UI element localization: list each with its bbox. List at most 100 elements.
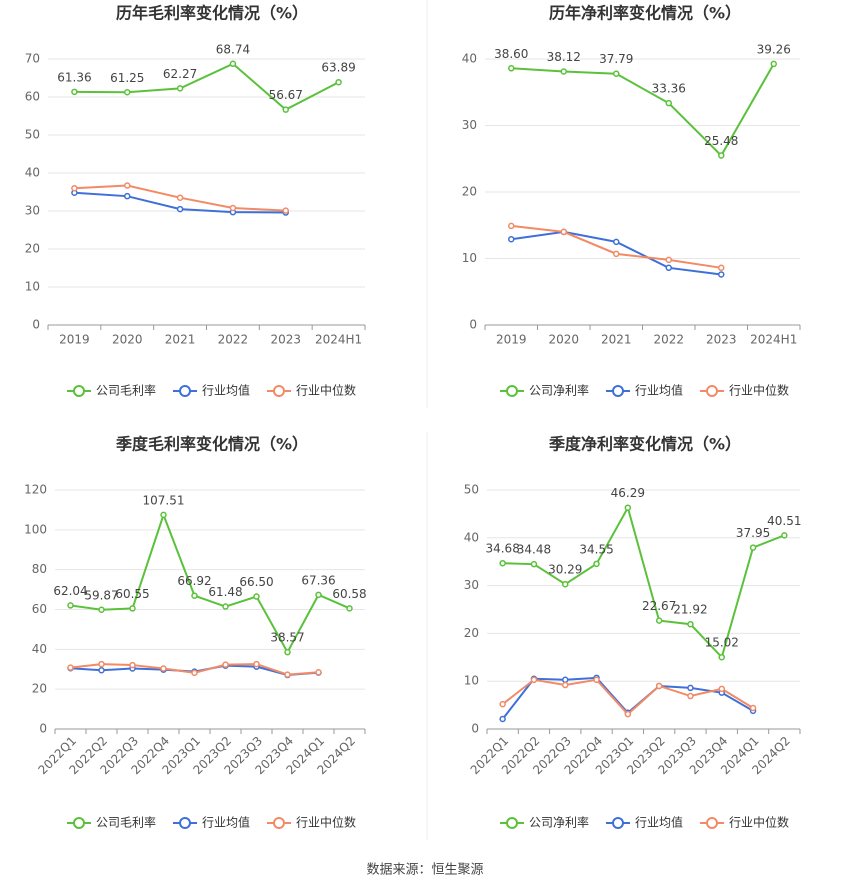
y-tick-label: 50 [25,128,40,142]
legend-label: 公司毛利率 [96,383,156,398]
point [562,681,569,689]
legend-marker [506,385,518,397]
y-tick-label: 0 [469,318,477,332]
x-tick-label: 2022 [653,333,684,347]
point [67,602,74,609]
y-tick-label: 0 [32,318,40,332]
point [315,591,322,599]
point [530,560,538,568]
y-tick-label: 40 [25,166,40,180]
value-label: 68.74 [216,42,250,56]
x-tick-label: 2021 [165,333,196,347]
point [560,228,567,236]
point [499,715,506,723]
point [687,692,694,700]
y-tick-label: 40 [32,642,47,656]
point [749,704,757,712]
value-label: 25.48 [704,134,738,148]
point [222,661,229,668]
value-label: 38.12 [547,50,581,64]
value-label: 60.58 [332,587,366,601]
point [346,605,353,612]
point [613,238,620,246]
point [176,194,184,201]
value-label: 60.55 [115,587,149,601]
point [665,264,672,272]
point [665,256,672,264]
point [781,532,788,539]
legend-marker [179,817,191,829]
point [71,184,78,192]
value-label: 62.04 [53,584,87,598]
chart-title: 历年净利率变化情况（%） [549,4,741,23]
point [253,660,260,668]
source-note: 数据来源：恒生聚源 [366,863,483,878]
point [593,560,600,568]
legend-label: 行业均值 [635,383,683,398]
point [562,676,569,684]
point [562,580,569,588]
x-tick-label: 2023 [270,333,301,347]
point [749,544,757,551]
value-label: 21.92 [673,603,707,617]
series-line [74,62,340,111]
point [718,653,725,661]
legend-label: 公司净利率 [529,815,589,830]
point [593,676,600,684]
value-label: 34.48 [517,543,551,557]
point [613,70,620,77]
legend-marker [612,385,624,397]
y-tick-label: 50 [464,483,479,497]
x-tick-label: 2022 [218,333,249,347]
value-label: 59.87 [84,588,118,602]
value-label: 62.27 [163,67,197,81]
y-tick-label: 20 [462,185,477,199]
point [229,204,237,212]
point [315,668,322,676]
x-tick-label: 2024H1 [750,333,797,347]
point [176,85,184,92]
legend-marker [706,817,718,829]
y-tick-label: 20 [464,626,479,640]
legend-marker [273,385,285,397]
value-label: 38.57 [270,631,304,645]
series-line [511,224,722,269]
value-label: 67.36 [301,573,335,587]
value-label: 107.51 [143,493,185,507]
value-label: 33.36 [652,82,686,96]
y-tick-label: 120 [24,483,47,497]
y-tick-label: 10 [25,280,40,294]
legend-label: 公司毛利率 [96,815,156,830]
legend-label: 公司净利率 [529,383,589,398]
point [499,700,506,708]
point [124,192,131,200]
y-tick-label: 20 [32,682,47,696]
point [160,511,167,519]
value-label: 37.79 [599,52,633,66]
legend-marker [179,385,191,397]
point [499,559,506,567]
y-tick-label: 10 [462,251,477,265]
series-line [502,505,785,660]
y-tick-label: 60 [32,602,47,616]
point [624,504,632,511]
point [229,60,237,68]
value-label: 34.68 [485,542,519,556]
value-label: 38.60 [494,47,528,61]
point [71,88,78,96]
value-label: 30.29 [548,563,582,577]
legend-marker [73,817,85,829]
y-tick-label: 30 [462,118,477,132]
value-label: 34.55 [579,542,613,556]
point [624,710,632,718]
legend-label: 行业中位数 [296,815,356,830]
value-label: 22.67 [642,599,676,613]
x-tick-label: 2019 [59,333,90,347]
x-tick-label: 2019 [496,333,527,347]
point [530,676,538,684]
point [335,78,342,86]
point [770,60,777,68]
value-label: 63.89 [321,61,355,75]
series-line [511,63,775,158]
